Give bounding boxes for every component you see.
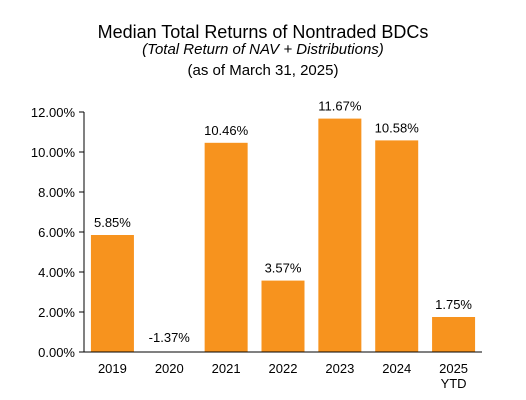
chart-date-note: (as of March 31, 2025): [187, 62, 339, 79]
bar: [204, 142, 248, 352]
bar: [261, 280, 305, 352]
y-tick-label: 0.00%: [38, 345, 75, 360]
data-label: 5.85%: [94, 215, 131, 230]
x-tick-label: 2021: [212, 361, 241, 376]
y-tick-label: 4.00%: [38, 265, 75, 280]
x-tick-label: 2024: [382, 361, 411, 376]
bar: [318, 118, 362, 352]
bar: [90, 235, 134, 352]
y-tick-label: 6.00%: [38, 225, 75, 240]
x-tick-label: 2022: [269, 361, 298, 376]
x-tick-label: YTD: [441, 376, 467, 391]
bar: [375, 140, 419, 352]
data-label: 1.75%: [435, 297, 472, 312]
data-label: -1.37%: [149, 330, 191, 345]
y-tick-label: 2.00%: [38, 305, 75, 320]
data-label: 3.57%: [265, 261, 302, 276]
bar: [432, 317, 476, 352]
x-tick-label: 2020: [155, 361, 184, 376]
y-tick-label: 10.00%: [31, 145, 76, 160]
data-label: 11.67%: [318, 99, 362, 114]
x-tick-label: 2023: [325, 361, 354, 376]
y-tick-label: 8.00%: [38, 185, 75, 200]
chart-subtitle: (Total Return of NAV + Distributions): [142, 41, 384, 58]
x-tick-label: 2019: [98, 361, 127, 376]
chart-title: Median Total Returns of Nontraded BDCs: [97, 22, 429, 42]
y-tick-label: 12.00%: [31, 105, 76, 120]
x-tick-label: 2025: [439, 361, 468, 376]
data-label: 10.46%: [204, 123, 249, 138]
data-label: 10.58%: [375, 120, 420, 135]
